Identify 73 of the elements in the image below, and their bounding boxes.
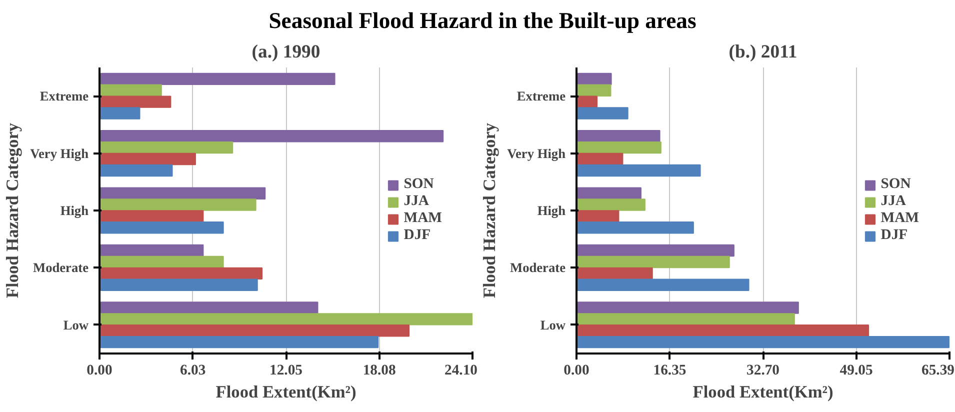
bar bbox=[576, 244, 734, 257]
bar bbox=[100, 187, 266, 200]
x-tick-label: 0.00 bbox=[564, 362, 590, 378]
y-tick-label: Moderate bbox=[32, 260, 89, 276]
bar bbox=[100, 141, 234, 154]
bar bbox=[100, 107, 140, 120]
bar bbox=[100, 336, 379, 348]
bar bbox=[576, 187, 642, 200]
y-tick-label: Extreme bbox=[516, 88, 566, 104]
chart-title: Seasonal Flood Hazard in the Built-up areas bbox=[268, 7, 696, 35]
bar bbox=[100, 256, 224, 268]
bar bbox=[576, 336, 950, 348]
bar bbox=[576, 152, 624, 166]
x-axis-title: Flood Extent(Km²) bbox=[692, 382, 834, 402]
x-tick-label: 49.05 bbox=[840, 362, 873, 378]
legend-label: MAM bbox=[880, 210, 919, 227]
bar bbox=[576, 210, 620, 222]
y-tick-label: High bbox=[60, 203, 90, 218]
bar bbox=[100, 198, 256, 211]
bar bbox=[576, 313, 795, 326]
x-tick-label: 0.00 bbox=[86, 362, 112, 378]
x-tick-label: 32.70 bbox=[746, 362, 780, 378]
x-tick-label: 6.03 bbox=[180, 362, 206, 378]
bar bbox=[100, 164, 173, 177]
bar bbox=[576, 302, 799, 314]
x-tick-label: 16.35 bbox=[653, 362, 686, 378]
legend-label: JJA bbox=[880, 193, 906, 210]
bar bbox=[100, 130, 444, 142]
legend-label: MAM bbox=[404, 210, 442, 227]
y-tick-label: Low bbox=[540, 317, 566, 332]
bar bbox=[576, 72, 612, 86]
bar bbox=[100, 72, 336, 86]
y-tick-label: Extreme bbox=[40, 88, 89, 104]
bar bbox=[576, 107, 628, 120]
x-tick-label: 12.05 bbox=[270, 362, 302, 378]
y-tick-label: Very High bbox=[507, 146, 566, 161]
y-tick-label: Low bbox=[63, 317, 89, 332]
chart-subtitle: (b.) 2011 bbox=[728, 42, 798, 62]
bar bbox=[100, 222, 224, 234]
legend-label: DJF bbox=[404, 227, 431, 244]
legend-label: DJF bbox=[880, 227, 908, 244]
bar bbox=[576, 130, 660, 142]
x-axis-title: Flood Extent(Km²) bbox=[216, 382, 356, 402]
bar bbox=[100, 267, 263, 280]
bar bbox=[100, 96, 172, 108]
bar bbox=[576, 267, 653, 280]
x-tick-label: 18.08 bbox=[362, 362, 396, 378]
bar bbox=[100, 244, 204, 257]
y-axis-title: Flood Hazard Category bbox=[480, 122, 500, 298]
bar bbox=[576, 198, 646, 211]
legend-label: SON bbox=[404, 176, 434, 193]
bar bbox=[576, 278, 750, 291]
bar bbox=[576, 256, 730, 268]
x-tick-label: 24.10 bbox=[444, 362, 478, 378]
bar bbox=[100, 278, 258, 291]
legend-label: JJA bbox=[404, 193, 429, 210]
bar bbox=[100, 313, 472, 326]
bar bbox=[100, 302, 318, 314]
bar bbox=[100, 324, 410, 337]
y-tick-label: Very High bbox=[30, 146, 90, 161]
bar bbox=[576, 222, 694, 234]
bar bbox=[576, 324, 870, 337]
bar bbox=[576, 84, 612, 96]
bar bbox=[576, 141, 662, 154]
y-tick-label: High bbox=[537, 203, 566, 218]
bar bbox=[576, 164, 701, 177]
chart-subtitle: (a.) 1990 bbox=[252, 42, 320, 62]
x-tick-label: 65.39 bbox=[922, 362, 955, 378]
bar bbox=[100, 152, 196, 166]
y-tick-label: Moderate bbox=[510, 260, 566, 276]
legend-label: SON bbox=[880, 176, 911, 193]
bar bbox=[100, 210, 204, 222]
y-axis-title: Flood Hazard Category bbox=[3, 122, 22, 298]
